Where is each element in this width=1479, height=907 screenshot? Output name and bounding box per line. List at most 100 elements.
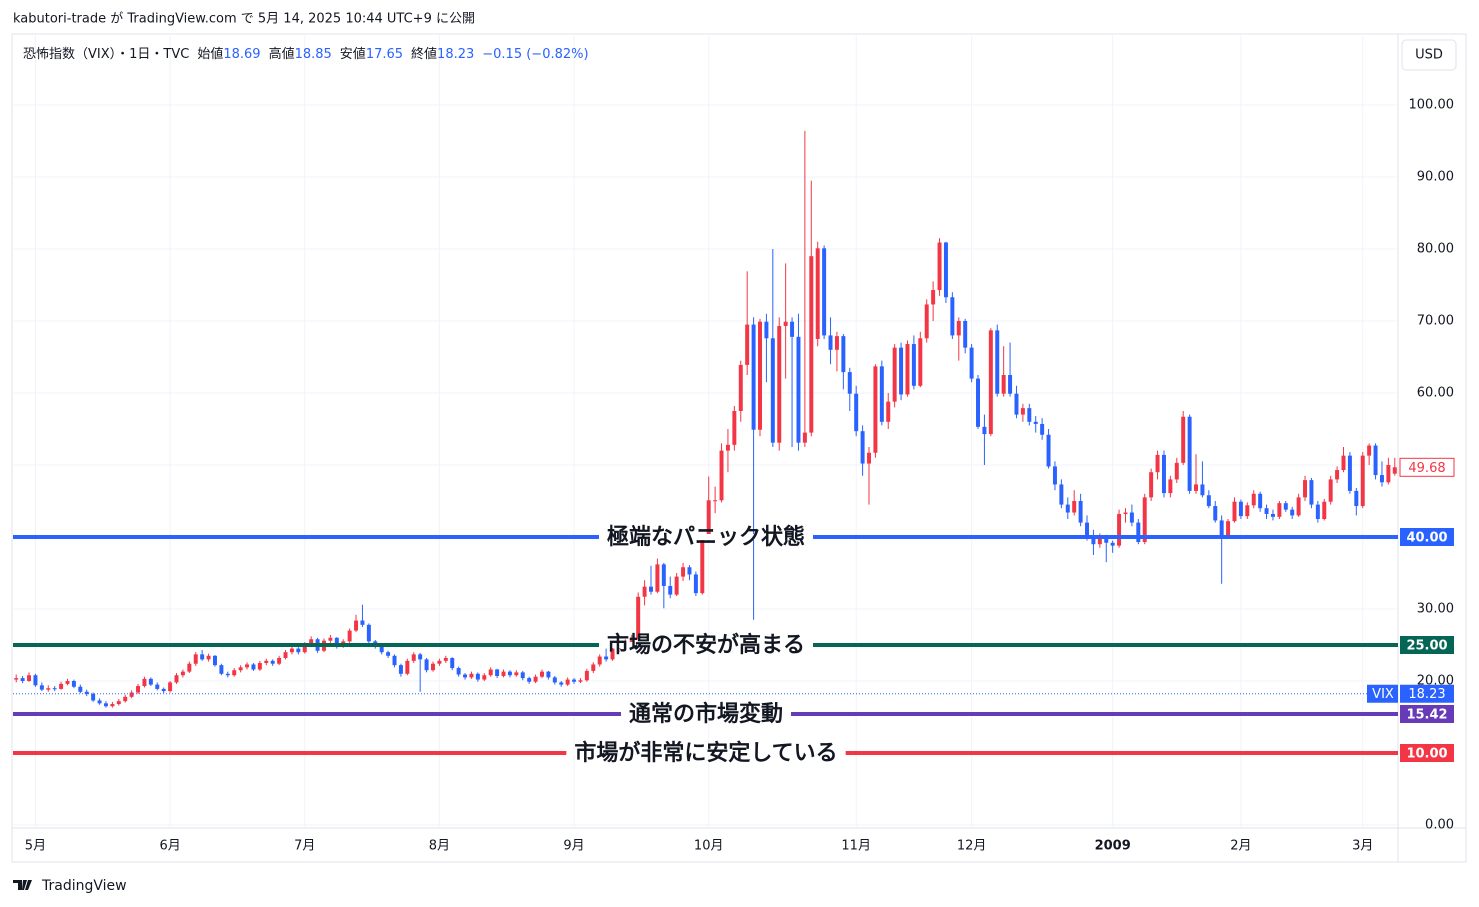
- candle-body: [264, 660, 269, 663]
- candle-body: [591, 664, 596, 671]
- candle-body: [302, 644, 307, 653]
- candle-body: [1142, 497, 1147, 543]
- legend-value: 17.65: [366, 47, 403, 62]
- candle-body: [610, 648, 615, 660]
- x-tick-label: 8月: [429, 839, 450, 854]
- candle-body: [1136, 522, 1141, 543]
- candle-body: [950, 297, 955, 336]
- candle-body: [713, 500, 718, 502]
- y-tick-label: 100.00: [1409, 98, 1455, 113]
- candle-body: [398, 665, 403, 674]
- candle-body: [976, 378, 980, 427]
- candle-body: [277, 657, 282, 664]
- candle-body: [347, 630, 352, 642]
- candle-body: [963, 321, 968, 348]
- y-tick-label: 70.00: [1417, 314, 1454, 329]
- candle-body: [1238, 501, 1243, 517]
- candle-body: [745, 324, 750, 365]
- candle-body: [1213, 506, 1218, 521]
- candle-body: [232, 670, 237, 676]
- x-tick-label: 9月: [563, 839, 584, 854]
- brand: TradingView: [41, 878, 127, 894]
- candle-body: [1129, 512, 1134, 523]
- candle-body: [1335, 470, 1340, 480]
- candle-body: [123, 696, 128, 702]
- candle-body: [33, 675, 38, 686]
- candle-body: [129, 692, 134, 697]
- candle-body: [1264, 508, 1269, 514]
- candle-body: [1200, 484, 1205, 496]
- level-price-box: [1400, 744, 1454, 762]
- candle-body: [783, 321, 788, 327]
- candle-body: [1309, 480, 1314, 505]
- candle-body: [206, 655, 211, 660]
- level-label: 市場が非常に安定している: [574, 740, 837, 766]
- candle-body: [751, 324, 756, 430]
- x-tick-label: 10月: [694, 839, 724, 854]
- candle-body: [674, 576, 679, 595]
- candle-body: [1027, 408, 1032, 422]
- candle-body: [1232, 501, 1237, 522]
- candle-body: [469, 673, 474, 678]
- candle-body: [501, 671, 506, 676]
- candle-body: [559, 682, 564, 685]
- candle-body: [809, 256, 814, 433]
- candle-body: [1226, 521, 1231, 537]
- candle-body: [770, 338, 775, 443]
- candle-body: [764, 321, 769, 339]
- x-tick-label: 6月: [159, 839, 180, 854]
- level-label-bg: [566, 750, 846, 756]
- legend-label: 安値: [340, 46, 366, 62]
- candle-body: [552, 677, 557, 683]
- candle-body: [514, 672, 519, 676]
- candle-body: [931, 290, 936, 305]
- candle-body: [334, 637, 339, 647]
- level-price: 25.00: [1406, 639, 1447, 654]
- candle-body: [174, 675, 179, 683]
- y-tick-label: 80.00: [1417, 242, 1454, 257]
- candle-body: [155, 684, 160, 689]
- candle-body: [59, 683, 64, 689]
- candle-body: [354, 620, 359, 631]
- candle-body: [289, 648, 294, 653]
- candle-body: [879, 366, 884, 422]
- candle-body: [1008, 375, 1013, 394]
- candle-body: [1097, 537, 1102, 545]
- level-price: 10.00: [1406, 747, 1447, 762]
- level-price-box: [1400, 636, 1454, 654]
- candle-body: [142, 678, 147, 687]
- candle-body: [995, 330, 1000, 394]
- candle-body: [309, 639, 314, 645]
- candle-body: [969, 347, 974, 379]
- candle-body: [39, 685, 44, 690]
- candle-body: [790, 321, 795, 337]
- currency-button[interactable]: [1401, 39, 1457, 71]
- candle-body: [366, 624, 371, 642]
- candle-body: [456, 668, 461, 675]
- x-tick-label: 12月: [957, 839, 987, 854]
- candle-body: [1020, 408, 1025, 415]
- price-tag: [1367, 684, 1398, 703]
- candle-body: [443, 657, 448, 661]
- candle-body: [411, 654, 416, 661]
- candle-body: [1155, 454, 1160, 473]
- candle-body: [1072, 501, 1077, 513]
- candle-body: [565, 679, 570, 685]
- y-tick-label: 0.00: [1425, 818, 1454, 833]
- last-price-box: [1399, 457, 1455, 477]
- candle-body: [777, 326, 782, 443]
- candle-body: [46, 688, 51, 690]
- level-label: 市場の不安が高まる: [607, 632, 805, 658]
- candle-body: [905, 344, 910, 395]
- candle-body: [1040, 423, 1045, 435]
- candle-body: [1367, 445, 1372, 456]
- candle-body: [642, 586, 647, 597]
- candle-body: [841, 336, 846, 373]
- candle-body: [225, 673, 230, 676]
- candle-body: [834, 336, 839, 350]
- candle-body: [296, 648, 301, 653]
- candle-body: [431, 663, 435, 671]
- candle-body: [91, 693, 96, 701]
- candle-body: [116, 701, 121, 705]
- candle-body: [495, 669, 500, 676]
